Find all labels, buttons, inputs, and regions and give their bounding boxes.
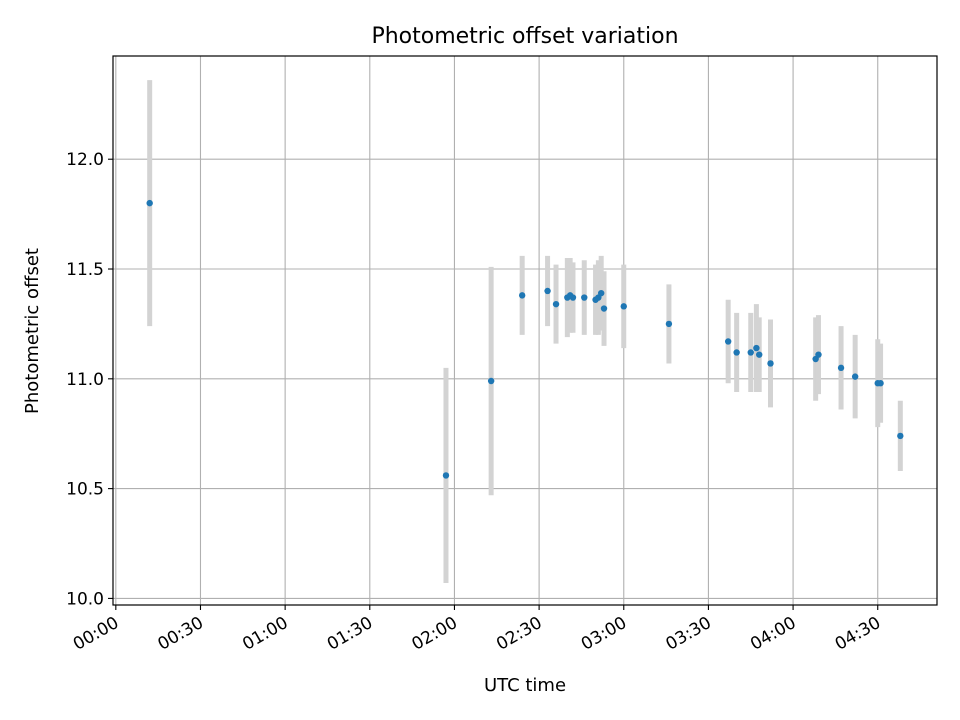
y-axis-label: Photometric offset (22, 248, 43, 414)
data-point (767, 360, 774, 367)
y-tick-label: 10.5 (66, 480, 104, 500)
grid (113, 56, 937, 605)
y-tick-label: 11.5 (66, 260, 104, 280)
data-point (569, 294, 577, 301)
x-tick-label: 02:00 (409, 613, 461, 655)
x-tick-label: 00:00 (70, 613, 122, 655)
data-point (815, 351, 822, 358)
x-tick-label: 03:30 (662, 613, 714, 655)
data-point (733, 349, 740, 356)
x-tick-label: 03:00 (578, 613, 630, 655)
data-point (544, 287, 551, 295)
x-tick-label: 00:30 (155, 613, 207, 655)
x-tick-label: 02:30 (493, 613, 545, 655)
data-point (487, 377, 495, 385)
data-point (851, 373, 859, 380)
data-point (552, 300, 560, 308)
data-point (724, 338, 732, 345)
data-point (756, 351, 763, 358)
data-point (146, 199, 153, 207)
data-point (897, 432, 904, 440)
x-tick-label: 04:30 (832, 613, 884, 655)
y-tick-label: 12.0 (66, 150, 104, 170)
data-point (581, 294, 588, 301)
plot-frame (112, 55, 938, 606)
data-point (518, 292, 526, 299)
data-point (753, 344, 760, 352)
x-axis-label: UTC time (484, 675, 566, 696)
data-point (597, 289, 605, 297)
x-tick-label: 01:30 (324, 613, 376, 655)
y-axis-ticks: 10.0 10.5 11.0 11.5 12.0 (66, 150, 113, 609)
chart-title: Photometric offset variation (371, 24, 678, 49)
y-tick-label: 11.0 (66, 370, 104, 390)
data-point (442, 472, 450, 479)
error-bars (147, 80, 903, 584)
data-point (747, 349, 754, 356)
y-tick-label: 10.0 (66, 589, 104, 609)
x-axis-ticks: 00:00 00:30 01:00 01:30 02:00 02:30 03:00 03:30… (70, 605, 884, 655)
x-tick-label: 01:00 (239, 613, 291, 655)
data-point (877, 380, 884, 387)
data-points (146, 199, 904, 479)
data-point (837, 364, 845, 372)
x-tick-label: 04:00 (747, 613, 799, 655)
data-point (620, 303, 627, 310)
data-point (665, 320, 673, 328)
data-point (600, 305, 608, 312)
